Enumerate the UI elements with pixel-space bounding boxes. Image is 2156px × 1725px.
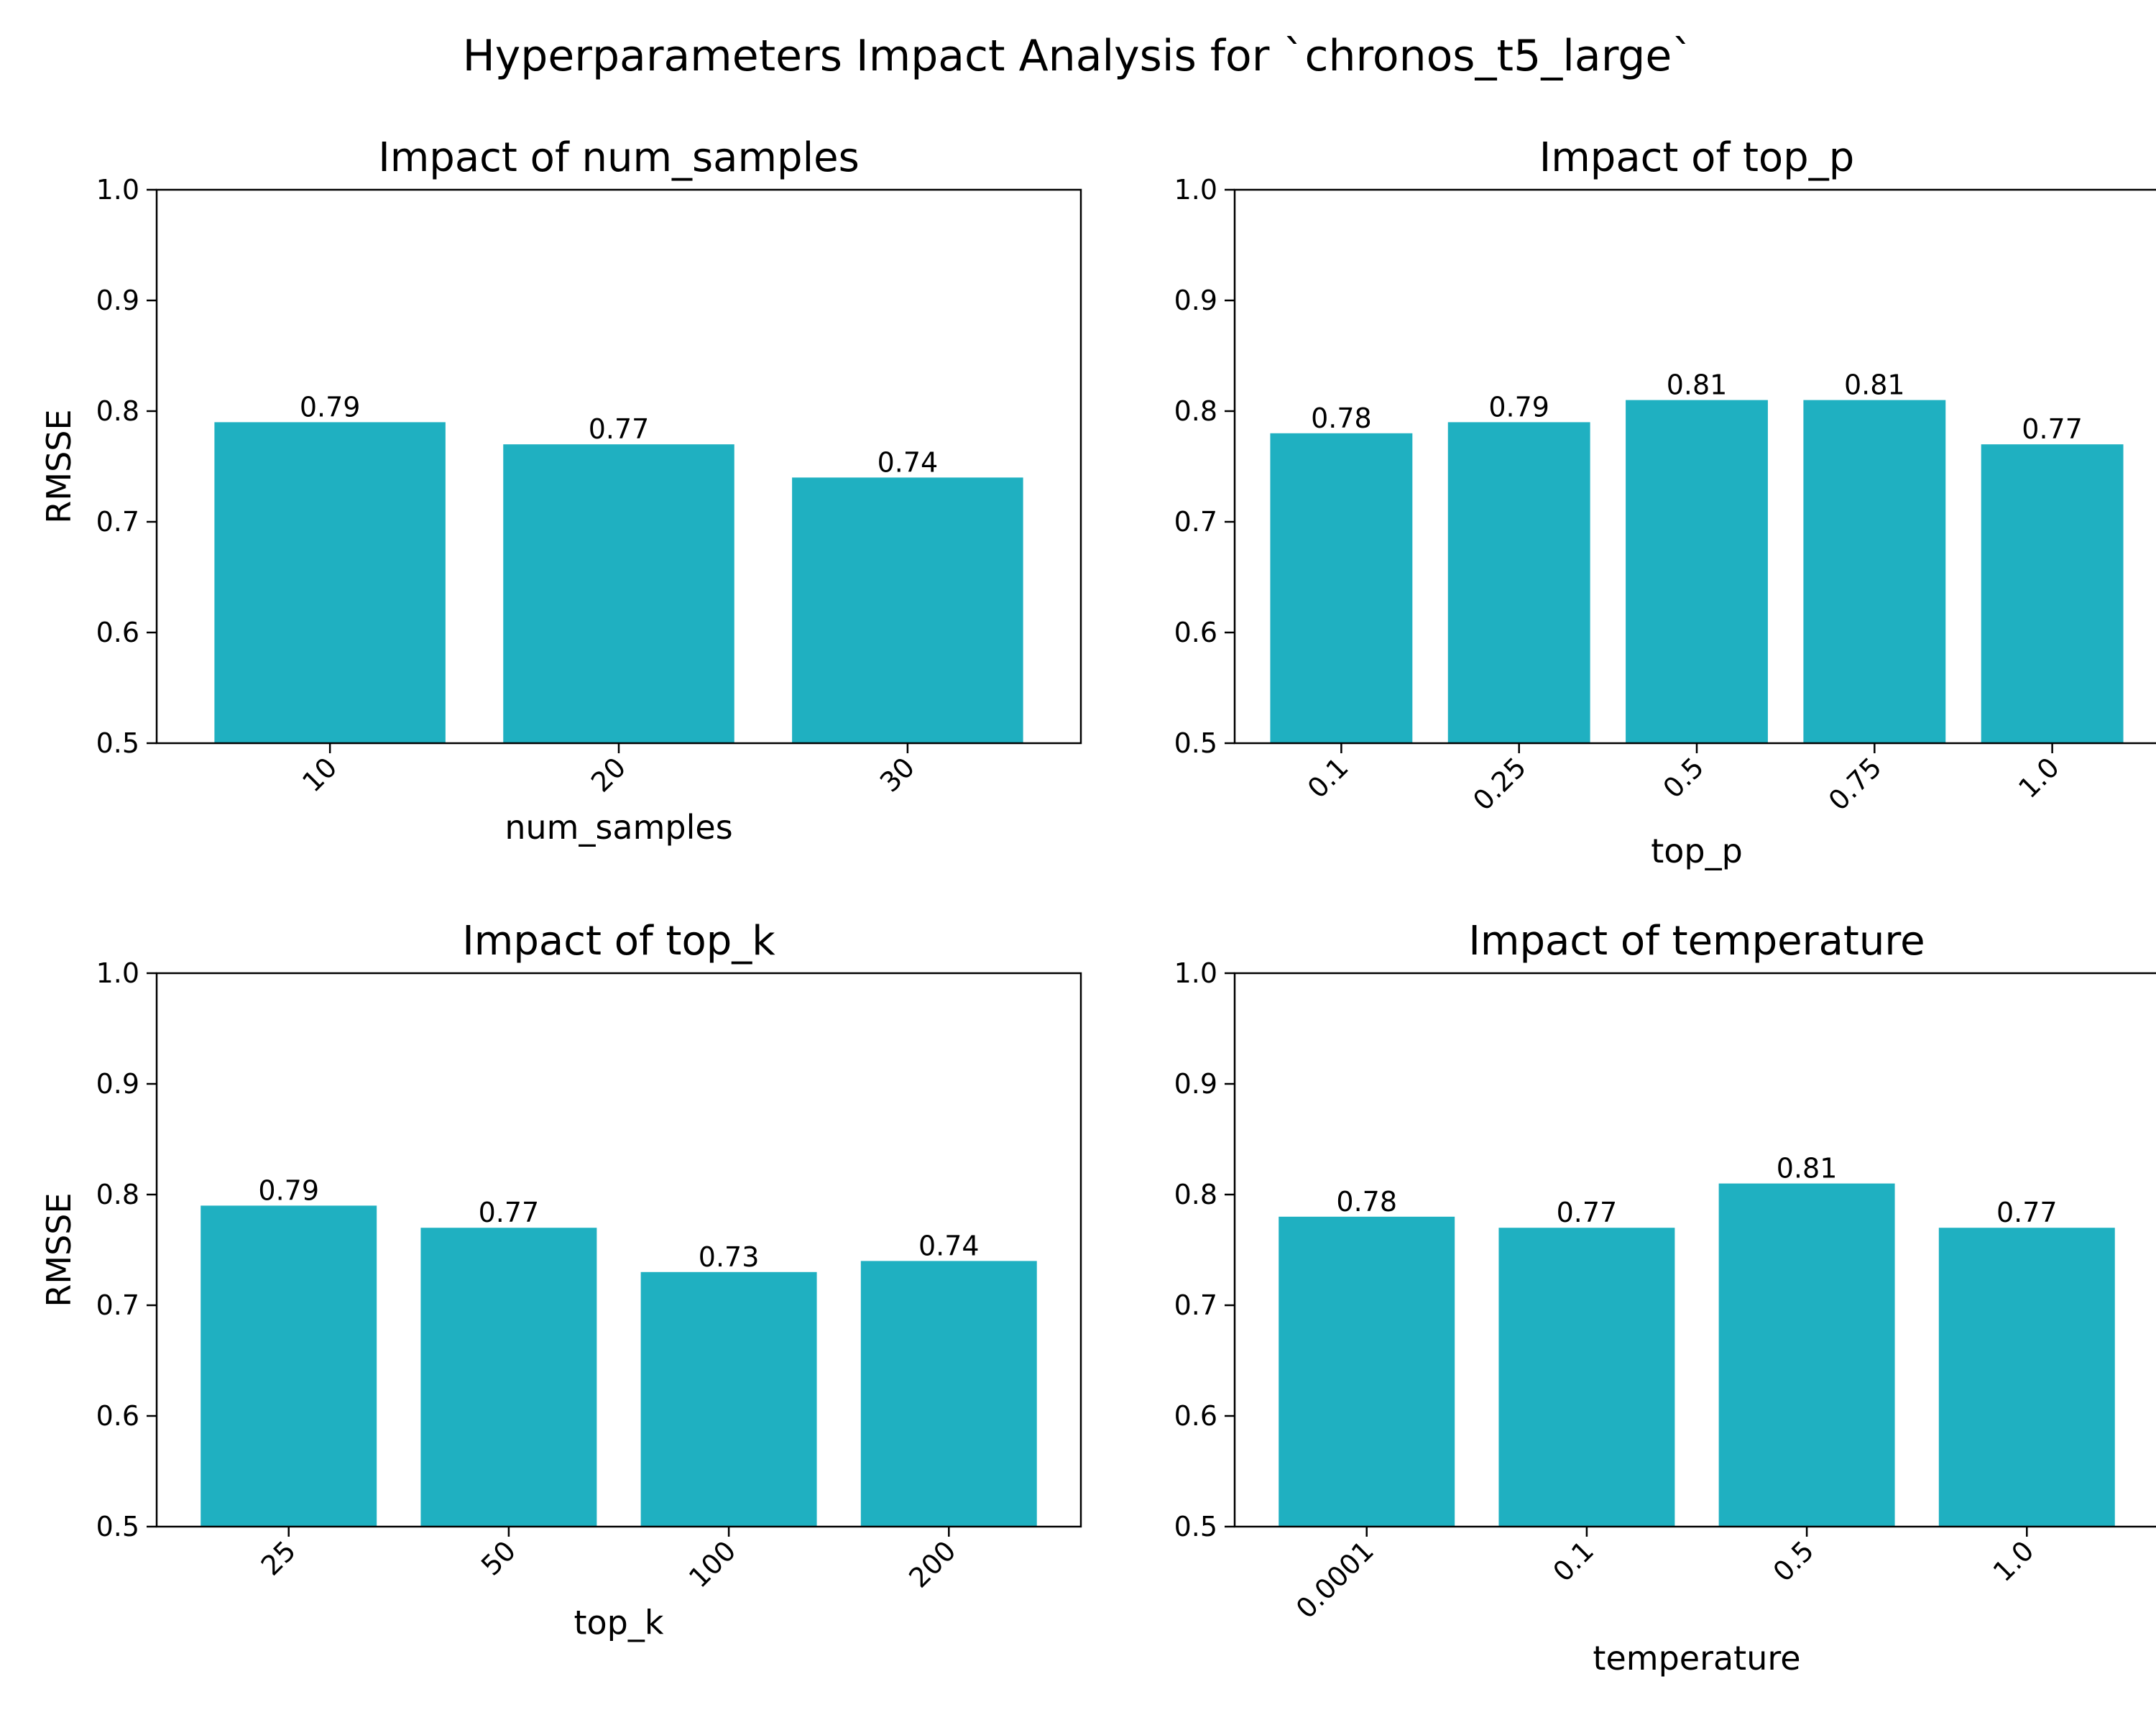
x-tick-label: 0.5 <box>1767 1535 1820 1588</box>
x-tick-label: 200 <box>903 1535 962 1593</box>
chart-title: Impact of num_samples <box>378 134 860 181</box>
y-tick-label: 1.0 <box>96 957 139 989</box>
bar-value-label: 0.81 <box>1844 369 1905 401</box>
x-tick-label: 1.0 <box>2012 751 2065 804</box>
y-tick-label: 1.0 <box>96 174 139 206</box>
bar-value-label: 0.77 <box>1557 1197 1618 1228</box>
x-axis-label: temperature <box>1593 1639 1800 1678</box>
bar <box>1938 1228 2115 1527</box>
bar-value-label: 0.78 <box>1336 1186 1397 1218</box>
bar-value-label: 0.77 <box>2022 413 2083 445</box>
bar-value-label: 0.81 <box>1667 369 1728 401</box>
bar <box>503 444 734 743</box>
y-tick-label: 0.7 <box>1174 506 1217 538</box>
bar-value-label: 0.81 <box>1777 1153 1838 1184</box>
y-tick-label: 0.5 <box>1174 1511 1217 1542</box>
chart-panel-top-k: 0.79 0.77 0.73 0.74 0.5 0.6 0.7 0.8 0.9 1.0 25 50 10… <box>0 913 1082 1703</box>
y-tick-label: 1.0 <box>1174 957 1217 989</box>
y-tick-label: 0.8 <box>1174 395 1217 427</box>
y-tick-label: 0.9 <box>1174 1068 1217 1100</box>
y-tick-label: 0.8 <box>1174 1179 1217 1210</box>
bar <box>1279 1216 1455 1527</box>
y-tick-label: 0.6 <box>96 617 139 648</box>
chart-title: Impact of temperature <box>1468 918 1925 965</box>
bar-value-label: 0.77 <box>479 1197 540 1228</box>
bar-value-label: 0.74 <box>877 446 939 478</box>
bar-value-label: 0.79 <box>1488 391 1549 423</box>
chart-panel-num-samples: 0.79 0.77 0.74 0.5 0.6 0.7 0.8 0.9 1.0 10 20 30 num_… <box>0 129 1082 920</box>
bar-value-label: 0.78 <box>1311 402 1372 434</box>
bar <box>1447 422 1590 743</box>
y-tick-label: 0.7 <box>96 506 139 538</box>
y-tick-label: 0.5 <box>1174 727 1217 759</box>
plot-frame <box>155 972 1082 1528</box>
x-tick-label: 50 <box>475 1535 522 1581</box>
bar <box>201 1205 377 1527</box>
bar-value-label: 0.77 <box>589 413 650 445</box>
figure-title: Hyperparameters Impact Analysis for `chr… <box>462 31 1694 81</box>
bar-chart-top-p: 0.78 0.79 0.81 0.81 0.77 0.5 0.6 0.7 0.8 0.9 1.0 0.… <box>1174 134 2156 870</box>
bar <box>1718 1183 1895 1527</box>
x-tick-label: 0.75 <box>1823 751 1888 816</box>
x-axis-label: top_p <box>1651 832 1743 870</box>
y-tick-label: 0.9 <box>96 1068 139 1100</box>
x-tick-label: 100 <box>683 1535 742 1593</box>
y-axis-label: RMSSE <box>40 1192 78 1307</box>
chart-panel-temperature: 0.78 0.77 0.81 0.77 0.5 0.6 0.7 0.8 0.9 1.0 0.0001… <box>1078 913 2156 1703</box>
y-tick-label: 0.5 <box>96 727 139 759</box>
x-tick-label: 0.0001 <box>1290 1535 1380 1624</box>
bar <box>1981 444 2124 743</box>
x-tick-label: 0.5 <box>1657 751 1710 804</box>
bar-chart-top-k: 0.79 0.77 0.73 0.74 0.5 0.6 0.7 0.8 0.9 1.0 25 50 10… <box>40 918 1082 1642</box>
y-tick-label: 0.9 <box>1174 285 1217 316</box>
y-tick-label: 0.6 <box>96 1400 139 1432</box>
y-tick-label: 0.6 <box>1174 617 1217 648</box>
x-tick-label: 0.25 <box>1467 751 1532 816</box>
plot-frame <box>1233 972 2156 1528</box>
y-tick-label: 0.5 <box>96 1511 139 1542</box>
bar-chart-num-samples: 0.79 0.77 0.74 0.5 0.6 0.7 0.8 0.9 1.0 10 20 30 num_… <box>40 134 1082 847</box>
y-tick-label: 0.8 <box>96 395 139 427</box>
y-tick-label: 0.8 <box>96 1179 139 1210</box>
x-tick-label: 30 <box>874 751 921 798</box>
chart-panel-top-p: 0.78 0.79 0.81 0.81 0.77 0.5 0.6 0.7 0.8 0.9 1.0 0.… <box>1078 129 2156 920</box>
chart-title: Impact of top_k <box>462 918 775 965</box>
y-tick-label: 0.9 <box>96 285 139 316</box>
bar <box>420 1228 597 1527</box>
bar <box>1270 433 1413 743</box>
bar-value-label: 0.79 <box>300 391 361 423</box>
y-tick-label: 0.6 <box>1174 1400 1217 1432</box>
bar-value-label: 0.77 <box>1996 1197 2058 1228</box>
bar <box>640 1271 817 1527</box>
y-axis-label: RMSSE <box>40 409 78 523</box>
y-tick-label: 1.0 <box>1174 174 1217 206</box>
bar-value-label: 0.73 <box>699 1241 760 1273</box>
bar <box>1498 1228 1675 1527</box>
x-tick-label: 25 <box>255 1535 302 1581</box>
bar <box>214 422 446 743</box>
bar-value-label: 0.79 <box>258 1174 319 1206</box>
x-tick-label: 0.1 <box>1547 1535 1600 1588</box>
x-tick-label: 20 <box>585 751 632 798</box>
x-tick-label: 1.0 <box>1987 1535 2040 1588</box>
chart-title: Impact of top_p <box>1539 134 1855 181</box>
x-axis-label: top_k <box>573 1604 663 1642</box>
x-tick-label: 0.1 <box>1302 751 1355 804</box>
x-tick-label: 10 <box>296 751 343 798</box>
y-tick-label: 0.7 <box>96 1289 139 1321</box>
bar <box>1803 400 1946 743</box>
bar <box>792 477 1023 743</box>
bar <box>1626 400 1768 743</box>
bar-chart-temperature: 0.78 0.77 0.81 0.77 0.5 0.6 0.7 0.8 0.9 1.0 0.0001… <box>1174 918 2156 1678</box>
bar-value-label: 0.74 <box>918 1230 980 1261</box>
y-tick-label: 0.7 <box>1174 1289 1217 1321</box>
bar <box>860 1261 1037 1527</box>
x-axis-label: num_samples <box>505 808 732 847</box>
